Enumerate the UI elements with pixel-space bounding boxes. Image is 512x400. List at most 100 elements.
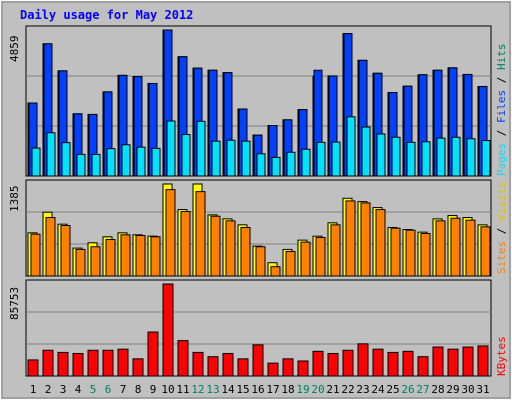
x-label-day-13: 13 bbox=[206, 383, 219, 396]
bar-sites-day-13 bbox=[210, 215, 221, 277]
x-label-day-22: 22 bbox=[341, 383, 354, 396]
bar-kbytes-day-19 bbox=[297, 360, 309, 377]
bar-kbytes-day-14 bbox=[222, 352, 234, 377]
bar-pages-day-9 bbox=[151, 147, 161, 177]
bar-sites-day-15 bbox=[240, 227, 251, 277]
bar-kbytes-day-29 bbox=[447, 348, 459, 377]
bar-sites-day-12 bbox=[195, 191, 206, 277]
legend-files: Files bbox=[495, 90, 508, 123]
bar-pages-day-20 bbox=[316, 141, 326, 177]
legend-pages: Pages bbox=[495, 143, 508, 176]
x-label-day-29: 29 bbox=[446, 383, 459, 396]
x-label-day-21: 21 bbox=[326, 383, 339, 396]
bar-pages-day-31 bbox=[481, 140, 491, 177]
x-label-day-25: 25 bbox=[386, 383, 399, 396]
legend-visits-panel: Sites / Visits bbox=[495, 181, 508, 274]
bar-sites-day-4 bbox=[75, 248, 86, 277]
bar-sites-day-10 bbox=[165, 189, 176, 277]
bar-sites-day-27 bbox=[420, 232, 431, 277]
bar-pages-day-13 bbox=[211, 140, 221, 177]
bar-pages-day-4 bbox=[76, 153, 86, 177]
bar-pages-day-2 bbox=[46, 132, 56, 177]
x-label-day-31: 31 bbox=[476, 383, 489, 396]
bar-kbytes-day-3 bbox=[57, 351, 69, 377]
bar-pages-day-26 bbox=[406, 141, 416, 177]
x-label-day-23: 23 bbox=[356, 383, 369, 396]
x-label-day-15: 15 bbox=[236, 383, 249, 396]
bar-kbytes-day-6 bbox=[102, 349, 114, 377]
bar-pages-day-18 bbox=[286, 151, 296, 177]
bar-sites-day-18 bbox=[285, 250, 296, 277]
bar-kbytes-day-13 bbox=[207, 356, 219, 377]
x-label-day-18: 18 bbox=[281, 383, 294, 396]
x-label-day-17: 17 bbox=[266, 383, 279, 396]
bar-kbytes-day-18 bbox=[282, 358, 294, 377]
bar-sites-day-17 bbox=[270, 266, 281, 277]
bar-kbytes-day-7 bbox=[117, 348, 129, 377]
legend-visits: Visits bbox=[495, 181, 508, 221]
bar-pages-day-19 bbox=[301, 148, 311, 177]
x-axis-labels: 1 2 3 4 5 6 7 8 9 10 11 12 13 14 15 16 17 18 19 20 21 22 23 24 2… bbox=[30, 383, 490, 396]
x-label-day-2: 2 bbox=[45, 383, 52, 396]
bar-sites-day-7 bbox=[120, 234, 131, 277]
bar-sites-day-6 bbox=[105, 238, 116, 277]
bar-kbytes-day-5 bbox=[87, 349, 99, 377]
bar-sites-day-9 bbox=[150, 236, 161, 277]
bar-sites-day-26 bbox=[405, 229, 416, 277]
bar-sites-day-3 bbox=[60, 225, 71, 277]
x-label-day-3: 3 bbox=[60, 383, 67, 396]
bar-sites-day-22 bbox=[345, 200, 356, 277]
kbytes-ymax-label: 85753 bbox=[8, 287, 21, 320]
x-label-day-9: 9 bbox=[150, 383, 157, 396]
legend-hits: Hits bbox=[495, 44, 508, 71]
legend-hits-panel: Pages / Files / Hits bbox=[495, 44, 508, 177]
bar-pages-day-21 bbox=[331, 141, 341, 177]
x-label-day-30: 30 bbox=[461, 383, 474, 396]
bar-pages-day-11 bbox=[181, 134, 191, 177]
bar-sites-day-23 bbox=[360, 202, 371, 277]
x-label-day-10: 10 bbox=[161, 383, 174, 396]
bar-kbytes-day-17 bbox=[267, 362, 279, 377]
bar-sites-day-16 bbox=[255, 246, 266, 277]
bar-sites-day-21 bbox=[330, 224, 341, 277]
x-label-day-26: 26 bbox=[401, 383, 414, 396]
bar-sites-day-24 bbox=[375, 209, 386, 277]
bar-pages-day-8 bbox=[136, 146, 146, 177]
bar-pages-day-1 bbox=[31, 147, 41, 177]
bar-pages-day-29 bbox=[451, 136, 461, 177]
bar-sites-day-28 bbox=[435, 220, 446, 277]
bar-sites-day-19 bbox=[300, 241, 311, 277]
x-label-day-14: 14 bbox=[221, 383, 235, 396]
x-label-day-6: 6 bbox=[105, 383, 112, 396]
bar-pages-day-30 bbox=[466, 138, 476, 177]
legend-sites: Sites bbox=[495, 241, 508, 274]
bar-kbytes-day-30 bbox=[462, 346, 474, 377]
visits-ymax-label: 1385 bbox=[8, 186, 21, 213]
bar-sites-day-14 bbox=[225, 220, 236, 277]
x-label-day-24: 24 bbox=[371, 383, 385, 396]
bar-pages-day-22 bbox=[346, 116, 356, 177]
bar-pages-day-14 bbox=[226, 139, 236, 177]
bar-pages-day-17 bbox=[271, 156, 281, 177]
bar-kbytes-day-2 bbox=[42, 349, 54, 377]
hits-ymax-label: 4859 bbox=[8, 36, 21, 63]
bar-kbytes-day-8 bbox=[132, 358, 144, 377]
x-label-day-4: 4 bbox=[75, 383, 82, 396]
bar-kbytes-day-26 bbox=[402, 350, 414, 377]
legend-kbytes: KBytes bbox=[495, 336, 508, 376]
bar-kbytes-day-27 bbox=[417, 356, 429, 377]
bar-kbytes-day-22 bbox=[342, 349, 354, 377]
bar-sites-day-5 bbox=[90, 246, 101, 277]
bar-sites-day-8 bbox=[135, 234, 146, 277]
x-label-day-16: 16 bbox=[251, 383, 264, 396]
bar-kbytes-day-31 bbox=[477, 345, 489, 377]
bar-pages-day-12 bbox=[196, 120, 206, 177]
bar-kbytes-day-24 bbox=[372, 348, 384, 377]
bar-sites-day-2 bbox=[45, 217, 56, 277]
x-label-day-28: 28 bbox=[431, 383, 444, 396]
bar-kbytes-day-21 bbox=[327, 352, 339, 377]
bar-pages-day-28 bbox=[436, 137, 446, 177]
bar-pages-day-24 bbox=[376, 133, 386, 177]
x-label-day-7: 7 bbox=[120, 383, 127, 396]
